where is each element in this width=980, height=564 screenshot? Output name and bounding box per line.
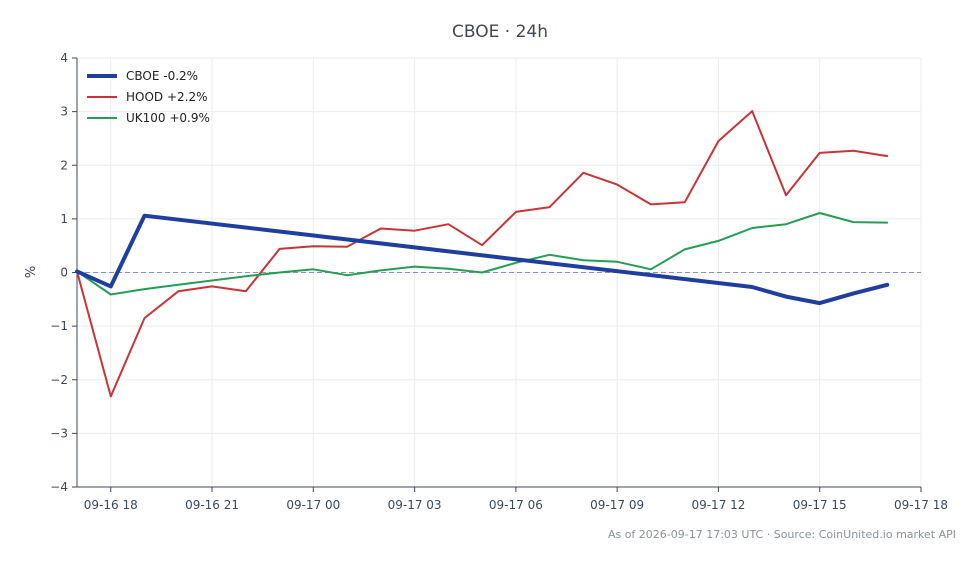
legend: CBOE -0.2% HOOD +2.2% UK100 +0.9% bbox=[87, 69, 210, 125]
y-tick-label: −4 bbox=[50, 480, 68, 494]
y-tick-label: 2 bbox=[60, 158, 68, 172]
x-tick-label: 09-17 18 bbox=[894, 498, 948, 512]
x-tick-label: 09-17 06 bbox=[489, 498, 543, 512]
series-line-0 bbox=[75, 213, 890, 306]
y-tick-label: −2 bbox=[50, 373, 68, 387]
y-tick-label: −3 bbox=[50, 426, 68, 440]
x-tick-label: 09-17 12 bbox=[691, 498, 745, 512]
y-tick-label: 3 bbox=[60, 105, 68, 119]
series-lines bbox=[75, 110, 890, 398]
x-axis-ticks: 09-16 18 09-16 21 09-17 00 09-17 03 09-17 06… bbox=[84, 487, 948, 512]
y-tick-label: 0 bbox=[60, 266, 68, 280]
x-tick-label: 09-17 15 bbox=[793, 498, 847, 512]
x-tick-label: 09-17 09 bbox=[590, 498, 644, 512]
y-axis-label: % bbox=[24, 266, 39, 278]
series-line-2 bbox=[76, 212, 889, 296]
chart-title: CBOE · 24h bbox=[452, 22, 548, 42]
y-tick-label: 4 bbox=[60, 51, 68, 65]
legend-label-1: HOOD +2.2% bbox=[126, 90, 208, 104]
y-tick-label: 1 bbox=[60, 212, 68, 226]
x-tick-label: 09-17 00 bbox=[286, 498, 340, 512]
source-footer: As of 2026-09-17 17:03 UTC · Source: Coi… bbox=[608, 528, 956, 541]
x-tick-label: 09-17 03 bbox=[388, 498, 442, 512]
x-tick-label: 09-16 18 bbox=[84, 498, 138, 512]
x-tick-label: 09-16 21 bbox=[185, 498, 239, 512]
legend-label-2: UK100 +0.9% bbox=[126, 111, 210, 125]
y-tick-label: −1 bbox=[50, 319, 68, 333]
legend-label-0: CBOE -0.2% bbox=[126, 69, 198, 83]
series-line-1 bbox=[76, 110, 889, 398]
y-axis-ticks: 4 3 2 1 0 −1 −2 −3 −4 bbox=[50, 51, 77, 494]
